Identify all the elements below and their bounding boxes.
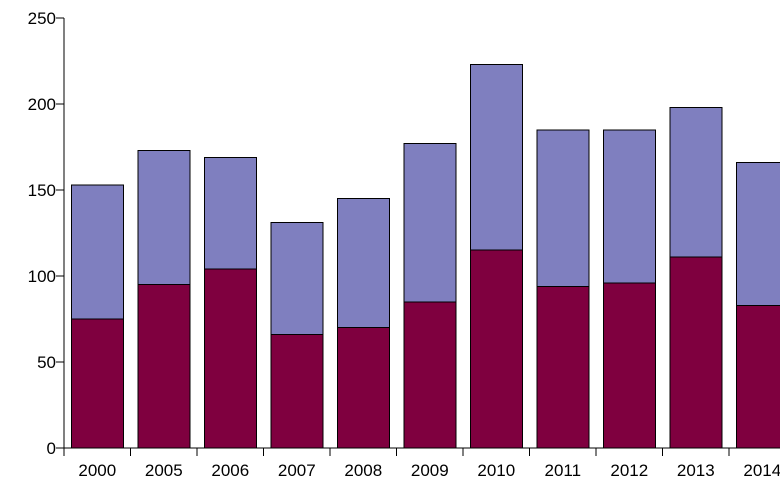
bar-2011-segment-1 (536, 285, 590, 449)
bar-2011-segment-2 (536, 129, 590, 287)
bar-2008-segment-2 (337, 198, 390, 329)
y-tick-label-150: 150 (28, 181, 56, 200)
x-tick-label-2012: 2012 (610, 461, 648, 480)
bar-2000-segment-2 (71, 184, 124, 320)
bar-2007-segment-2 (270, 222, 324, 335)
bar-2010-segment-2 (470, 63, 523, 251)
bar-2008-segment-1 (337, 327, 390, 449)
x-tick-label-2008: 2008 (344, 461, 382, 480)
x-tick-label-2009: 2009 (411, 461, 449, 480)
bar-2007-segment-1 (270, 334, 324, 449)
bar-2005-segment-2 (137, 149, 191, 286)
y-tick-labels-group: 0 50 100 150 200 250 (28, 9, 56, 458)
bar-2010-segment-1 (470, 249, 523, 449)
x-tick-label-2007: 2007 (278, 461, 316, 480)
bar-2013-segment-2 (669, 106, 723, 258)
bar-2014-segment-2 (736, 162, 780, 306)
x-tick-label-2010: 2010 (477, 461, 515, 480)
x-tick-label-2013: 2013 (677, 461, 715, 480)
x-tick-label-2011: 2011 (545, 461, 582, 480)
bar-2005-segment-1 (137, 284, 191, 449)
x-tick-label-2006: 2006 (211, 461, 249, 480)
bar-2000-segment-1 (71, 318, 124, 449)
x-tick-labels-group: 2000 2005 2006 2007 2008 2009 2010 2011 2012 2013… (78, 461, 780, 480)
bar-2006-segment-1 (204, 268, 257, 449)
bar-2009-segment-1 (403, 301, 457, 449)
bar-2012-segment-1 (603, 282, 656, 449)
y-tick-label-200: 200 (28, 95, 56, 114)
y-tick-label-50: 50 (37, 353, 56, 372)
axes-group (56, 17, 780, 456)
bar-2009-segment-2 (403, 143, 457, 303)
y-tick-label-0: 0 (47, 439, 56, 458)
bars-group (71, 63, 780, 449)
x-tick-label-2005: 2005 (145, 461, 183, 480)
y-tick-label-250: 250 (28, 9, 56, 28)
x-tick-label-2000: 2000 (78, 461, 116, 480)
bar-2013-segment-1 (669, 256, 723, 449)
x-tick-label-2014: 2014 (743, 461, 780, 480)
bar-2012-segment-2 (603, 129, 656, 284)
bar-2006-segment-2 (204, 156, 257, 270)
bar-2014-segment-1 (736, 304, 780, 449)
y-tick-label-100: 100 (28, 267, 56, 286)
